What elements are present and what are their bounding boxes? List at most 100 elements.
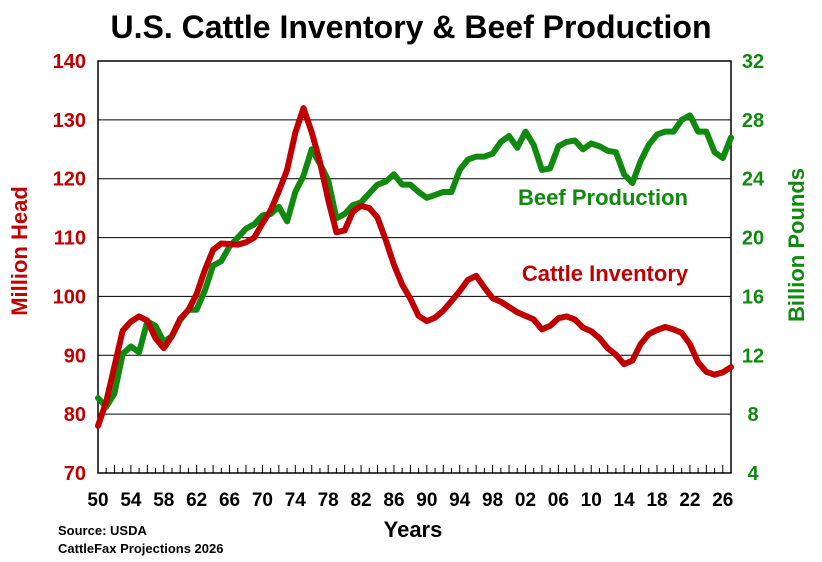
beef-production-point	[664, 130, 667, 133]
beef-production-label: Beef Production	[518, 185, 688, 210]
beef-production-point	[417, 191, 420, 193]
beef-production-point	[680, 119, 683, 121]
x-ticks: 50 54 58 62 66 70 74 78 82 86 90 94 98 02 06 10 14 18 22 26	[87, 465, 733, 511]
cattle-inventory-point	[417, 315, 420, 317]
cattle-inventory-point	[327, 199, 329, 201]
cattle-inventory-point	[532, 318, 535, 321]
beef-production-point	[319, 163, 321, 165]
cattle-inventory-point	[598, 337, 601, 340]
y-tick-right: 16	[742, 286, 764, 308]
cattle-inventory-point	[278, 190, 280, 192]
cattle-inventory-point	[491, 297, 494, 299]
beef-production-point	[179, 319, 182, 321]
cattle-inventory-point	[97, 425, 99, 427]
y-tick-left: 90	[64, 345, 86, 367]
cattle-inventory-label: Cattle Inventory	[522, 261, 689, 286]
y-tick-left: 100	[53, 286, 86, 308]
cattle-inventory-point	[582, 326, 584, 329]
cattle-inventory-point	[204, 269, 206, 271]
beef-production-point	[508, 135, 510, 137]
beef-production-point	[483, 155, 486, 158]
beef-production-point	[204, 289, 206, 292]
beef-production-points	[97, 114, 732, 408]
cattle-inventory-point	[384, 239, 387, 241]
x-tick-label: 22	[679, 490, 700, 511]
cattle-inventory-point	[639, 343, 642, 345]
cattle-inventory-point	[631, 359, 634, 362]
cattle-inventory-point	[467, 279, 469, 281]
beef-production-point	[434, 194, 436, 196]
cattle-inventory-point	[557, 317, 560, 320]
beef-production-point	[384, 180, 387, 183]
beef-production-point	[327, 179, 329, 181]
cattle-inventory-point	[352, 210, 354, 213]
beef-production-point	[541, 169, 543, 171]
cattle-inventory-point	[721, 371, 724, 374]
cattle-inventory-point	[162, 347, 165, 350]
x-tick-label: 26	[712, 490, 733, 511]
cattle-inventory-point	[697, 361, 699, 364]
cattle-inventory-point	[401, 283, 403, 286]
beef-production-point	[713, 151, 716, 154]
beef-production-point	[582, 148, 584, 151]
x-tick-label: 86	[383, 490, 404, 511]
y-axis-left-title: Million Head	[7, 186, 32, 316]
beef-production-point	[146, 320, 149, 323]
cattle-inventory-point	[500, 300, 502, 303]
cattle-inventory-point	[565, 315, 568, 318]
cattle-inventory-point	[475, 275, 477, 277]
y-tick-left: 70	[64, 463, 86, 485]
cattle-inventory-point	[220, 242, 223, 245]
beef-production-point	[195, 308, 198, 311]
cattle-inventory-line	[95, 105, 734, 429]
beef-production-point	[294, 191, 297, 193]
cattle-inventory-point	[434, 316, 436, 319]
beef-production-point	[549, 167, 551, 170]
x-tick-label: 94	[449, 490, 471, 511]
cattle-inventory-point	[705, 370, 708, 373]
beef-production-point	[261, 214, 264, 217]
cattle-inventory-point	[335, 231, 338, 234]
beef-production-point	[557, 145, 560, 148]
cattle-inventory-point	[606, 347, 609, 350]
y-tick-right: 4	[747, 463, 759, 485]
x-tick-label: 18	[646, 490, 667, 511]
beef-production-point	[426, 197, 428, 199]
x-tick-label: 82	[350, 490, 371, 511]
y-tick-right: 8	[747, 404, 758, 426]
beef-production-point	[623, 173, 625, 176]
cattle-inventory-point	[236, 243, 239, 246]
cattle-inventory-point	[483, 286, 486, 289]
beef-production-point	[360, 201, 362, 204]
beef-production-point	[253, 223, 255, 226]
cattle-inventory-point	[105, 400, 108, 403]
x-tick-label: 10	[581, 490, 602, 511]
cattle-inventory-point	[195, 293, 198, 295]
cattle-inventory-point	[574, 318, 576, 321]
beef-production-point	[500, 141, 502, 143]
cattle-inventory-point	[130, 320, 132, 323]
beef-production-point	[302, 174, 305, 177]
y-tick-right: 28	[742, 110, 764, 132]
beef-production-point	[672, 130, 675, 133]
beef-production-point	[228, 245, 231, 248]
beef-production-point	[278, 205, 280, 208]
beef-production-point	[171, 335, 173, 337]
cattle-inventory-point	[302, 107, 305, 109]
x-tick-label: 58	[153, 490, 174, 511]
cattle-inventory-point	[672, 328, 675, 331]
y-tick-right: 20	[742, 228, 764, 250]
cattle-inventory-point	[623, 363, 625, 365]
beef-production-point	[532, 144, 535, 146]
beef-production-point	[97, 397, 99, 399]
beef-production-point	[105, 405, 108, 408]
x-tick-label: 74	[285, 490, 307, 511]
cattle-inventory-point	[442, 309, 445, 312]
projections-note: CattleFax Projections 2026	[58, 541, 223, 556]
cattle-inventory-point	[458, 290, 461, 292]
cattle-inventory-point	[286, 169, 288, 171]
beef-production-point	[138, 351, 140, 354]
beef-production-point	[286, 220, 288, 223]
beef-production-point	[162, 341, 165, 343]
